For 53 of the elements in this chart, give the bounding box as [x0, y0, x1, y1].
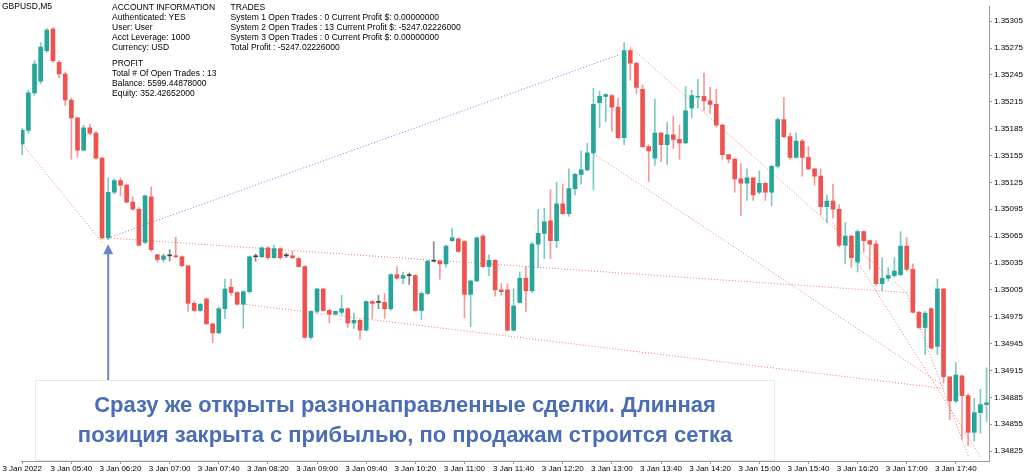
x-tick-label: 3 Jan 16:20	[836, 464, 880, 473]
chart-title: GBPUSD,M5	[2, 0, 53, 11]
annotation: Сразу же открыты разнонаправленные сделки. Длинная позиция закрыта с прибылью, по продажам строится сетка	[77, 391, 733, 447]
y-tick-label: 1.35095	[994, 204, 1024, 214]
annotation: System 1 Open Trades : 0 Current Profit $: 0.00000000	[230, 11, 440, 22]
y-tick-label: 1.35215	[994, 96, 1024, 106]
y-tick-label: 1.35305	[994, 16, 1024, 26]
x-tick-label: 3 Jan 11:40	[492, 464, 535, 473]
x-tick-label: 3 Jan 05:40	[50, 464, 93, 473]
x-tick-label: 3 Jan 2022	[2, 464, 43, 473]
y-tick-label: 1.35185	[994, 123, 1024, 133]
x-tick-label: 3 Jan 17:40	[934, 464, 978, 473]
x-tick-label: 3 Jan 06:20	[99, 464, 142, 473]
annotation: System 2 Open Trades : 13 Current Profit $: -5247.02226000	[230, 21, 461, 32]
x-tick-label: 3 Jan 07:40	[197, 464, 241, 473]
annotation: Total Profit : -5247.02226000	[230, 41, 341, 52]
annotation: Authenticated: YES	[112, 11, 186, 22]
y-tick-label: 1.35275	[994, 43, 1024, 53]
x-tick-label: 3 Jan 15:00	[738, 464, 781, 473]
annotation: TRADES	[230, 1, 266, 12]
annotation: Total # Of Open Trades : 13	[112, 67, 217, 78]
y-tick-label: 1.35155	[994, 150, 1024, 160]
annotation: Balance: 5599.44878000	[112, 77, 207, 88]
x-tick-label: 3 Jan 07:00	[148, 464, 192, 473]
annotation: Acct Leverage: 1000	[112, 31, 191, 42]
x-tick-label: 3 Jan 15:40	[787, 464, 830, 473]
y-tick-label: 1.34825	[994, 446, 1024, 456]
y-tick-label: 1.35245	[994, 70, 1024, 80]
x-tick-label: 3 Jan 09:00	[296, 464, 339, 473]
x-tick-label: 3 Jan 12:20	[541, 464, 585, 473]
annotation: Equity: 352.42652000	[112, 87, 195, 98]
y-tick-label: 1.35125	[994, 177, 1024, 187]
y-tick-label: 1.35065	[994, 231, 1024, 241]
x-tick-label: 3 Jan 08:20	[247, 464, 290, 473]
y-tick-label: 1.34915	[994, 365, 1024, 375]
x-tick-label: 3 Jan 17:00	[885, 464, 929, 473]
annotation: User: User	[112, 21, 153, 32]
x-tick-label: 3 Jan 09:40	[345, 464, 388, 473]
y-tick-label: 1.34945	[994, 338, 1024, 348]
y-tick-label: 1.34885	[994, 392, 1024, 402]
annotation: System 3 Open Trades : 0 Current Profit $: 0.00000000	[230, 31, 440, 42]
x-tick-label: 3 Jan 11:00	[443, 464, 486, 473]
x-tick-label: 3 Jan 10:20	[394, 464, 437, 473]
y-tick-label: 1.35035	[994, 258, 1024, 268]
annotation: ACCOUNT INFORMATION	[112, 1, 216, 12]
y-tick-label: 1.34975	[994, 311, 1024, 321]
annotation: Currency: USD	[112, 41, 170, 52]
x-tick-label: 3 Jan 13:00	[590, 464, 634, 473]
x-tick-label: 3 Jan 14:20	[689, 464, 732, 473]
annotation: PROFIT	[112, 57, 144, 68]
x-tick-label: 3 Jan 13:40	[640, 464, 683, 473]
y-tick-label: 1.35005	[994, 285, 1024, 295]
y-tick-label: 1.34855	[994, 419, 1024, 429]
